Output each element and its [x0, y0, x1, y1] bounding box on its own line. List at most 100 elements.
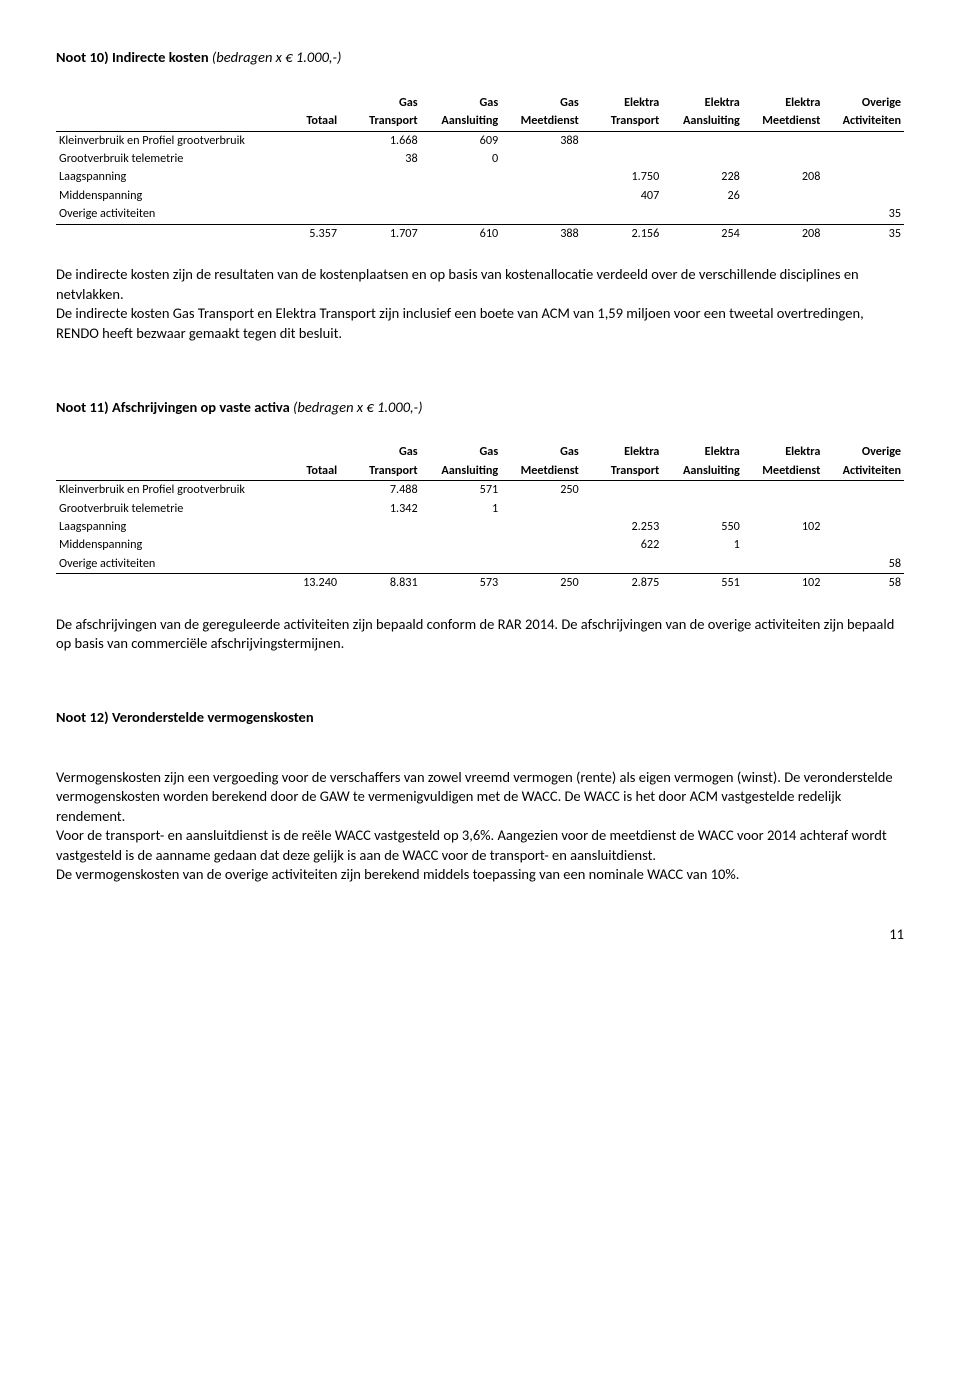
row-label: Grootverbruik telemetrie: [56, 150, 268, 168]
cell: [743, 481, 824, 500]
cell: 228: [662, 168, 743, 186]
total-cell: 102: [743, 574, 824, 593]
col-header: [56, 112, 268, 131]
cell: 1: [662, 536, 743, 554]
cell: [823, 536, 904, 554]
total-cell: 58: [823, 574, 904, 593]
col-header: Meetdienst: [743, 112, 824, 131]
note12-paragraph-1: Vermogenskosten zijn een vergoeding voor…: [56, 768, 904, 827]
cell: [743, 187, 824, 205]
col-header-top: Elektra: [743, 94, 824, 112]
cell: [582, 555, 663, 574]
cell: [268, 187, 340, 205]
table-total-row: 5.3571.7076103882.15625420835: [56, 224, 904, 243]
col-header-top: Gas: [501, 443, 582, 461]
row-label: Middenspanning: [56, 536, 268, 554]
col-header: Aansluiting: [662, 462, 743, 481]
note10-heading: Noot 10) Indirecte kosten (bedragen x € …: [56, 48, 904, 68]
cell: [662, 500, 743, 518]
note11-header-bottom: TotaalTransportAansluitingMeetdienstTran…: [56, 462, 904, 481]
note11-title-italic: (bedragen x € 1.000,-): [290, 398, 423, 416]
cell: 609: [421, 131, 502, 150]
note10-title-italic: (bedragen x € 1.000,-): [209, 48, 342, 66]
cell: [823, 500, 904, 518]
cell: [823, 518, 904, 536]
note11-body: Kleinverbruik en Profiel grootverbruik 7.…: [56, 481, 904, 593]
note10-title-bold: Noot 10) Indirecte kosten: [56, 48, 209, 66]
row-label: Overige activiteiten: [56, 205, 268, 224]
cell: [340, 187, 421, 205]
col-header: Activiteiten: [823, 112, 904, 131]
col-header-top: [268, 94, 340, 112]
col-header: Totaal: [268, 462, 340, 481]
cell: 2.253: [582, 518, 663, 536]
total-cell: 5.357: [268, 224, 340, 243]
cell: [662, 150, 743, 168]
cell: 58: [823, 555, 904, 574]
cell: 550: [662, 518, 743, 536]
cell: 35: [823, 205, 904, 224]
table-row: Overige activiteiten58: [56, 555, 904, 574]
cell: [268, 205, 340, 224]
note12-title-bold: Noot 12) Veronderstelde vermogenskosten: [56, 708, 314, 726]
cell: [743, 150, 824, 168]
total-cell: 8.831: [340, 574, 421, 593]
col-header-top: Elektra: [743, 443, 824, 461]
total-cell: 610: [421, 224, 502, 243]
total-cell: 573: [421, 574, 502, 593]
total-cell: 208: [743, 224, 824, 243]
cell: 407: [582, 187, 663, 205]
col-header-top: Gas: [421, 443, 502, 461]
col-header-top: Elektra: [582, 94, 663, 112]
col-header-top: [268, 443, 340, 461]
cell: [268, 150, 340, 168]
table-row: Grootverbruik telemetrie380: [56, 150, 904, 168]
total-cell: 2.156: [582, 224, 663, 243]
note11-title-bold: Noot 11) Afschrijvingen op vaste activa: [56, 398, 290, 416]
row-label: Kleinverbruik en Profiel grootverbruik: [56, 131, 268, 150]
note11-table: GasGasGasElektraElektraElektraOverige To…: [56, 443, 904, 593]
cell: [421, 168, 502, 186]
cell: [662, 555, 743, 574]
table-row: Middenspanning6221: [56, 536, 904, 554]
col-header: Transport: [340, 462, 421, 481]
row-label: Kleinverbruik en Profiel grootverbruik: [56, 481, 268, 500]
note12-heading: Noot 12) Veronderstelde vermogenskosten: [56, 708, 904, 728]
col-header-top: Elektra: [582, 443, 663, 461]
total-cell: 551: [662, 574, 743, 593]
cell: [340, 168, 421, 186]
cell: [582, 150, 663, 168]
cell: [823, 150, 904, 168]
col-header: Meetdienst: [501, 112, 582, 131]
col-header-top: Gas: [340, 443, 421, 461]
table-row: Laagspanning1.750228208: [56, 168, 904, 186]
col-header: Activiteiten: [823, 462, 904, 481]
cell: [340, 518, 421, 536]
col-header: Meetdienst: [501, 462, 582, 481]
col-header: Aansluiting: [662, 112, 743, 131]
cell: [501, 518, 582, 536]
total-label: [56, 574, 268, 593]
total-cell: 35: [823, 224, 904, 243]
cell: [421, 518, 502, 536]
cell: 571: [421, 481, 502, 500]
cell: 102: [743, 518, 824, 536]
cell: [582, 131, 663, 150]
note10-table: GasGasGasElektraElektraElektraOverige To…: [56, 94, 904, 244]
total-cell: 250: [501, 574, 582, 593]
cell: [268, 536, 340, 554]
cell: 1.750: [582, 168, 663, 186]
cell: [340, 205, 421, 224]
note10-header-top: GasGasGasElektraElektraElektraOverige: [56, 94, 904, 112]
cell: [743, 131, 824, 150]
total-cell: 13.240: [268, 574, 340, 593]
table-total-row: 13.2408.8315732502.87555110258: [56, 574, 904, 593]
row-label: Middenspanning: [56, 187, 268, 205]
cell: [501, 150, 582, 168]
cell: [582, 481, 663, 500]
total-cell: 2.875: [582, 574, 663, 593]
col-header: [56, 462, 268, 481]
cell: [743, 555, 824, 574]
cell: 7.488: [340, 481, 421, 500]
col-header-top: Overige: [823, 443, 904, 461]
